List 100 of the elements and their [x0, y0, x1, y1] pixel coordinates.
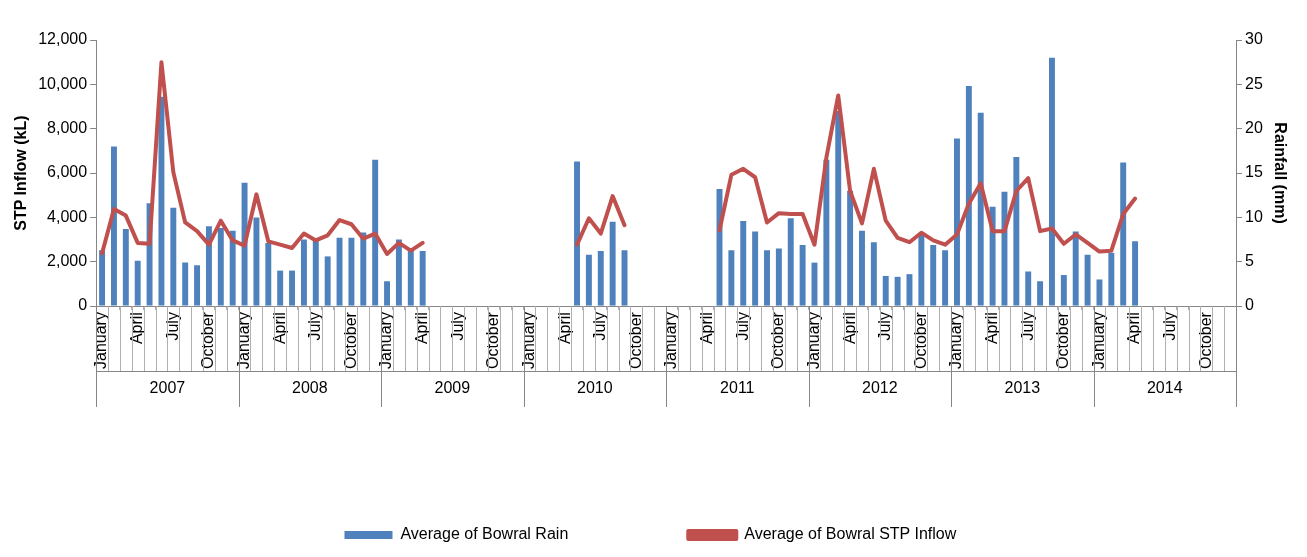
bar — [585, 254, 592, 306]
bar — [253, 217, 260, 306]
bar — [194, 265, 201, 306]
bar — [894, 276, 901, 306]
bar — [728, 250, 735, 306]
text: 2008 — [292, 379, 328, 397]
bar — [977, 112, 984, 306]
bar — [954, 138, 960, 306]
bar — [1096, 279, 1103, 306]
x-tick-label: October — [769, 311, 787, 369]
bar — [1120, 162, 1127, 306]
y2-tick-label: 30 — [1245, 30, 1263, 48]
bar — [1037, 281, 1044, 306]
text: 2007 — [149, 379, 186, 397]
x-tick-label: October — [484, 311, 502, 369]
x-tick-label: October — [1196, 311, 1214, 369]
x-tick-label: January — [1089, 312, 1107, 369]
bar — [597, 251, 604, 306]
text: 2014 — [1146, 379, 1183, 397]
text: 2013 — [1004, 379, 1041, 397]
bar — [229, 230, 236, 306]
bar — [1013, 157, 1020, 306]
bar — [360, 232, 367, 306]
bar — [134, 260, 141, 306]
y-tick-label: 12,000 — [38, 30, 88, 48]
bar — [882, 275, 889, 306]
x-tick-label: April — [698, 312, 716, 345]
y-axis-title: STP Inflow (kL) — [12, 115, 30, 231]
bar — [407, 250, 414, 306]
bar — [395, 239, 402, 306]
y2-tick-label: 25 — [1245, 74, 1263, 92]
bar — [170, 207, 177, 306]
bar — [384, 281, 391, 306]
y-tick-label: 4,000 — [47, 207, 88, 225]
x-tick-label: April — [413, 312, 431, 345]
bar — [574, 161, 580, 306]
bar — [182, 262, 189, 306]
bar — [1060, 275, 1067, 306]
y2-tick-label: 20 — [1245, 119, 1263, 137]
y2-axis-title: Rainfall (mm) — [1271, 122, 1289, 224]
bar — [775, 248, 782, 306]
x-tick-label: October — [911, 311, 929, 369]
x-tick-label: January — [234, 312, 252, 369]
text: 2011 — [720, 379, 755, 397]
y-tick-label: 8,000 — [47, 119, 88, 137]
x-tick-label: January — [804, 312, 822, 369]
bar — [752, 231, 759, 306]
bar — [300, 239, 307, 306]
x-tick-label: October — [341, 311, 359, 369]
y-tick-label: 10,000 — [38, 74, 88, 92]
bar — [289, 270, 296, 306]
y2-tick-label: 0 — [1245, 296, 1254, 314]
x-tick-label: October — [626, 311, 644, 369]
x-tick-label: October — [199, 311, 217, 369]
bar — [1025, 271, 1032, 306]
legend-label: Average of Bowral STP Inflow — [744, 525, 957, 543]
y2-tick-label: 10 — [1245, 207, 1263, 225]
x-tick-label: January — [92, 312, 110, 369]
x-tick-label: April — [983, 312, 1000, 345]
bar — [859, 230, 865, 306]
x-tick-label: October — [1054, 311, 1072, 369]
bar — [265, 243, 272, 306]
bar — [312, 240, 319, 306]
bar — [965, 86, 972, 306]
bar — [930, 244, 937, 306]
bar — [217, 228, 224, 306]
bar — [609, 221, 616, 306]
bar — [277, 270, 284, 306]
bar — [942, 250, 949, 306]
bar — [419, 251, 426, 306]
x-tick-label: April — [1125, 312, 1143, 345]
bar — [989, 206, 996, 306]
bar — [110, 146, 117, 306]
bar — [918, 235, 925, 306]
text: 2012 — [862, 379, 898, 397]
text: 2010 — [577, 379, 613, 397]
bar — [835, 110, 842, 306]
bar — [847, 190, 854, 306]
y-tick-label: 6,000 — [47, 163, 88, 181]
bar — [158, 96, 165, 306]
bar — [823, 159, 830, 306]
y2-tick-label: 5 — [1245, 252, 1254, 270]
x-tick-label: January — [519, 312, 537, 369]
bar — [1108, 252, 1115, 306]
x-tick-label: January — [377, 312, 395, 369]
bar — [99, 250, 106, 306]
bar — [1084, 254, 1091, 306]
bar — [205, 226, 212, 306]
x-tick-label: January — [947, 312, 965, 369]
bar — [1048, 57, 1055, 306]
bar — [799, 244, 806, 306]
bar — [348, 237, 355, 306]
legend-label: Average of Bowral Rain — [400, 525, 569, 543]
bar — [740, 220, 747, 306]
x-tick-label: January — [662, 312, 680, 369]
bar — [324, 256, 331, 306]
bar — [1072, 231, 1079, 306]
bar — [1132, 241, 1139, 306]
y2-tick-label: 15 — [1245, 163, 1263, 181]
x-tick-label: April — [128, 312, 146, 345]
